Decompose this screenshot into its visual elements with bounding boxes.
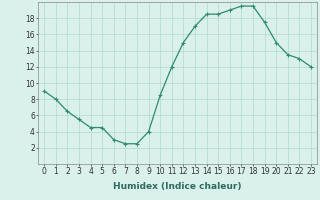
X-axis label: Humidex (Indice chaleur): Humidex (Indice chaleur) (113, 182, 242, 191)
